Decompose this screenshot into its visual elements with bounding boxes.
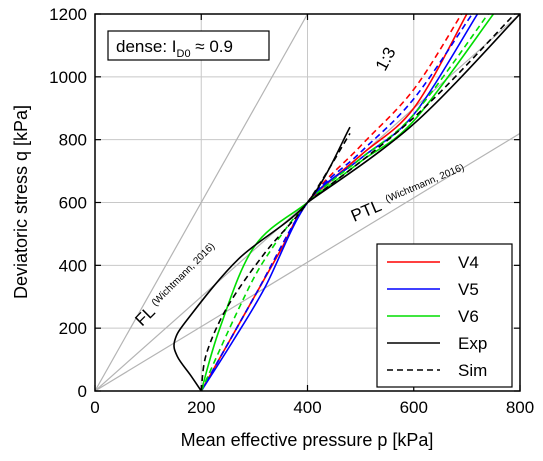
series-exp-exp (307, 14, 520, 204)
x-tick-label: 600 (400, 398, 428, 417)
x-axis-label: Mean effective pressure p [kPa] (181, 430, 434, 450)
series-v5-sim (200, 14, 473, 391)
tick-labels: 0 200 400 600 800 0 200 400 600 800 1000 1200 (49, 5, 534, 417)
y-axis-label: Deviatoric stress q [kPa] (11, 105, 31, 299)
legend: V4 V5 V6 Exp Sim (376, 243, 513, 388)
series-sim-sim (200, 132, 351, 391)
series-v4-sim (200, 14, 463, 391)
legend-label-sim: Sim (458, 361, 487, 380)
series-lines (173, 14, 520, 391)
x-tick-label: 0 (90, 398, 99, 417)
density-subscript: D0 (177, 48, 191, 60)
x-tick-label: 200 (187, 398, 215, 417)
series-sim-sim (307, 14, 516, 204)
y-tick-label: 400 (59, 256, 87, 275)
x-tick-label: 400 (293, 398, 321, 417)
y-tick-label: 200 (59, 319, 87, 338)
reference-line-PTL (95, 132, 520, 391)
y-tick-label: 1000 (49, 68, 87, 87)
legend-label-v6: V6 (458, 307, 479, 326)
y-tick-label: 1200 (49, 5, 87, 24)
legend-label-v4: V4 (458, 253, 479, 272)
legend-label-v5: V5 (458, 280, 479, 299)
density-annotation: dense: ID0 ≈ 0.9 (107, 30, 270, 61)
legend-label-exp: Exp (458, 334, 487, 353)
density-prefix: dense: I (116, 37, 177, 56)
reference-line-1:3 (95, 14, 309, 391)
y-tick-label: 600 (59, 194, 87, 213)
y-tick-label: 0 (78, 382, 87, 401)
x-tick-label: 800 (506, 398, 534, 417)
y-tick-label: 800 (59, 131, 87, 150)
density-suffix: ≈ 0.9 (191, 37, 233, 56)
density-annotation-box (107, 30, 270, 61)
axis-ticks (94, 13, 521, 392)
svg-text:dense: ID0 ≈ 0.9: dense: ID0 ≈ 0.9 (116, 37, 233, 60)
